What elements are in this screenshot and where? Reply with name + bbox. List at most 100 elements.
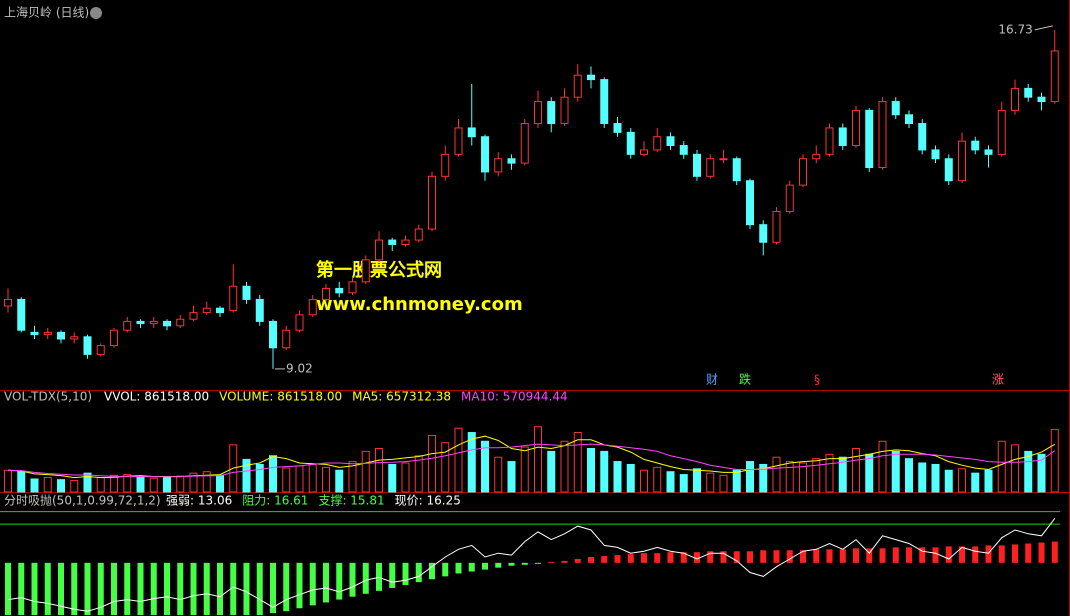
indicator-bar xyxy=(44,562,51,616)
volume-bar xyxy=(348,461,357,493)
event-marker: 跌 xyxy=(739,372,751,387)
candle-body xyxy=(17,298,26,331)
volume-bar xyxy=(441,442,450,493)
legend-entry: VVOL: 861518.00 xyxy=(104,390,209,404)
volume-bar xyxy=(772,456,781,493)
indicator-bar xyxy=(71,562,78,616)
indicator-bar xyxy=(760,550,767,563)
volume-bar xyxy=(560,440,569,493)
volume-bar xyxy=(759,463,768,493)
volume-bar xyxy=(732,469,741,493)
indicator-bar xyxy=(455,562,462,574)
candle-body xyxy=(189,312,198,320)
volume-bar xyxy=(626,463,635,493)
candle-body xyxy=(971,140,980,151)
indicator-bar xyxy=(747,551,753,563)
indicator-bar xyxy=(879,548,886,563)
volume-bar xyxy=(176,475,185,493)
indicator-bar xyxy=(932,547,939,563)
candle-body xyxy=(1011,87,1019,111)
candle-body xyxy=(507,158,516,164)
indicator-bar xyxy=(1038,542,1045,563)
candle-body xyxy=(361,259,370,283)
volume-bar xyxy=(428,434,436,493)
candle-body xyxy=(202,307,211,314)
indicator-bar xyxy=(164,562,170,616)
candle-body xyxy=(1037,96,1046,103)
candle-body xyxy=(255,298,264,322)
candle-body xyxy=(626,131,635,155)
volume-bar xyxy=(202,471,211,493)
indicator-bar xyxy=(389,562,396,588)
volume-bar xyxy=(43,477,52,493)
volume-bar xyxy=(640,469,648,493)
indicator-bar xyxy=(694,552,700,563)
indicator-bar xyxy=(985,545,992,563)
volume-bar xyxy=(799,462,807,493)
legend-entry: 现价: 16.25 xyxy=(395,494,461,508)
volume-bar xyxy=(984,469,993,493)
candle-body xyxy=(494,158,503,173)
candle-body xyxy=(825,127,834,155)
indicator-bar xyxy=(349,562,356,597)
volume-bar xyxy=(1024,450,1033,493)
volume-bar xyxy=(746,461,754,493)
volume-bar xyxy=(467,432,476,493)
indicator-bar xyxy=(601,556,608,563)
candle-body xyxy=(573,74,582,98)
volume-bar xyxy=(679,474,688,493)
indicator-bar xyxy=(906,547,912,563)
candle-body xyxy=(43,331,52,336)
candle-body xyxy=(1050,50,1059,103)
indicator-bar xyxy=(482,562,488,570)
candle-body xyxy=(560,96,569,125)
candle-body xyxy=(467,127,476,138)
candle-body xyxy=(481,136,489,173)
candle-body xyxy=(110,329,118,347)
volume-bar xyxy=(255,463,264,493)
indicator-bar xyxy=(866,548,873,563)
volume-bar xyxy=(322,466,330,493)
candle-body xyxy=(693,153,701,177)
volume-bar xyxy=(123,474,132,493)
indicator-bar xyxy=(786,550,793,563)
candle-body xyxy=(229,285,238,311)
indicator-bar xyxy=(468,562,475,572)
candle-body xyxy=(57,331,65,340)
high-label: 16.73 xyxy=(998,22,1032,36)
candle-body xyxy=(335,287,344,294)
watermark: www.chnmoney.com xyxy=(316,294,523,315)
legend-entry: 阻力: 16.61 xyxy=(242,494,308,508)
candle-body xyxy=(534,101,542,125)
chart-title: 上海贝岭 (日线) xyxy=(4,5,89,20)
candle-body xyxy=(666,136,675,147)
indicator-bar xyxy=(336,562,343,600)
candle-body xyxy=(4,298,12,307)
volume-bar xyxy=(600,450,609,493)
volume-bar xyxy=(1011,444,1019,493)
indicator-bar xyxy=(959,546,965,563)
menu-icon[interactable] xyxy=(90,7,102,19)
volume-bar xyxy=(481,440,489,493)
candle-body xyxy=(613,123,622,133)
volume-bar xyxy=(534,426,542,493)
volume-bar xyxy=(216,474,224,493)
indicator-bar xyxy=(203,562,210,616)
volume-bar xyxy=(838,456,847,493)
volume-bar xyxy=(613,461,622,493)
indicator-bar xyxy=(919,547,926,563)
indicator-bar xyxy=(588,557,594,563)
volume-bar xyxy=(1037,453,1046,493)
candle-body xyxy=(83,336,92,355)
candle-body xyxy=(242,285,251,300)
indicator-bar xyxy=(58,562,64,616)
indicator-bar xyxy=(5,562,11,616)
volume-bar xyxy=(944,469,953,493)
indicator-bar xyxy=(641,553,647,563)
indicator-bar xyxy=(150,562,157,616)
volume-bar xyxy=(507,461,516,493)
candle-body xyxy=(454,127,463,155)
indicator-bar xyxy=(429,562,435,580)
